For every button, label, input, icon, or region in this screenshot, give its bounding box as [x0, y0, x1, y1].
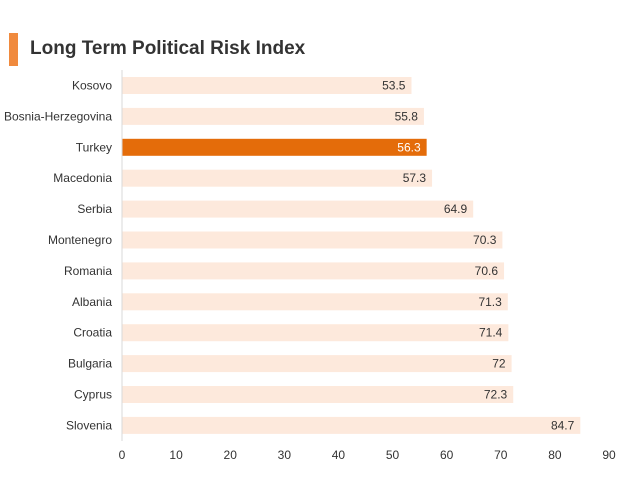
category-label: Turkey [76, 140, 112, 154]
value-label: 71.3 [478, 295, 502, 309]
bar-kosovo [122, 77, 412, 94]
category-label: Serbia [77, 202, 112, 216]
value-label: 84.7 [551, 418, 575, 432]
value-label: 64.9 [444, 202, 468, 216]
x-tick-label: 20 [224, 448, 238, 462]
bar-romania [122, 262, 505, 280]
title-accent-bar [9, 33, 18, 66]
x-tick-label: 10 [169, 448, 183, 462]
bar-bulgaria [122, 355, 512, 373]
category-labels-group: Kosovo Bosnia-Herzegovina Turkey Macedonia S… [4, 79, 112, 433]
value-label: 72.3 [484, 388, 508, 402]
x-tick-label: 40 [332, 448, 346, 462]
category-label: Kosovo [72, 79, 112, 93]
x-tick-labels-group: 0 10 20 30 40 50 60 70 80 90 [119, 448, 616, 462]
x-tick-label: 50 [386, 448, 400, 462]
category-label: Albania [72, 295, 112, 309]
value-labels-group: 53.5 55.8 56.3 57.3 64.9 70.3 70.6 71.3 71.4 72 72… [382, 79, 575, 433]
value-label: 71.4 [479, 326, 503, 340]
x-tick-label: 30 [278, 448, 292, 462]
x-tick-label: 70 [494, 448, 508, 462]
bar-turkey [122, 138, 427, 156]
value-label: 56.3 [397, 140, 421, 154]
x-tick-label: 80 [548, 448, 562, 462]
bar-macedonia [122, 169, 433, 187]
value-label: 55.8 [395, 109, 419, 123]
bar-croatia [122, 324, 509, 342]
bar-bosnia-herzegovina [122, 107, 424, 125]
x-tick-label: 60 [440, 448, 454, 462]
category-label: Romania [64, 264, 112, 278]
value-label: 70.3 [473, 233, 497, 247]
bar-cyprus [122, 386, 514, 403]
bars-group [122, 77, 581, 434]
category-label: Montenegro [48, 233, 112, 247]
value-label: 72 [492, 357, 506, 371]
category-label: Croatia [73, 326, 112, 340]
category-label: Bosnia-Herzegovina [4, 109, 112, 123]
bar-serbia [122, 200, 474, 218]
value-label: 70.6 [475, 264, 499, 278]
category-label: Cyprus [74, 388, 112, 402]
value-label: 53.5 [382, 79, 406, 93]
bar-albania [122, 293, 508, 311]
x-tick-label: 0 [119, 448, 126, 462]
x-tick-label: 90 [602, 448, 616, 462]
category-label: Macedonia [53, 171, 112, 185]
bar-montenegro [122, 231, 503, 249]
value-label: 57.3 [403, 171, 427, 185]
chart-title: Long Term Political Risk Index [30, 38, 306, 59]
category-label: Bulgaria [68, 357, 112, 371]
category-label: Slovenia [66, 418, 112, 432]
bar-slovenia [122, 416, 581, 434]
